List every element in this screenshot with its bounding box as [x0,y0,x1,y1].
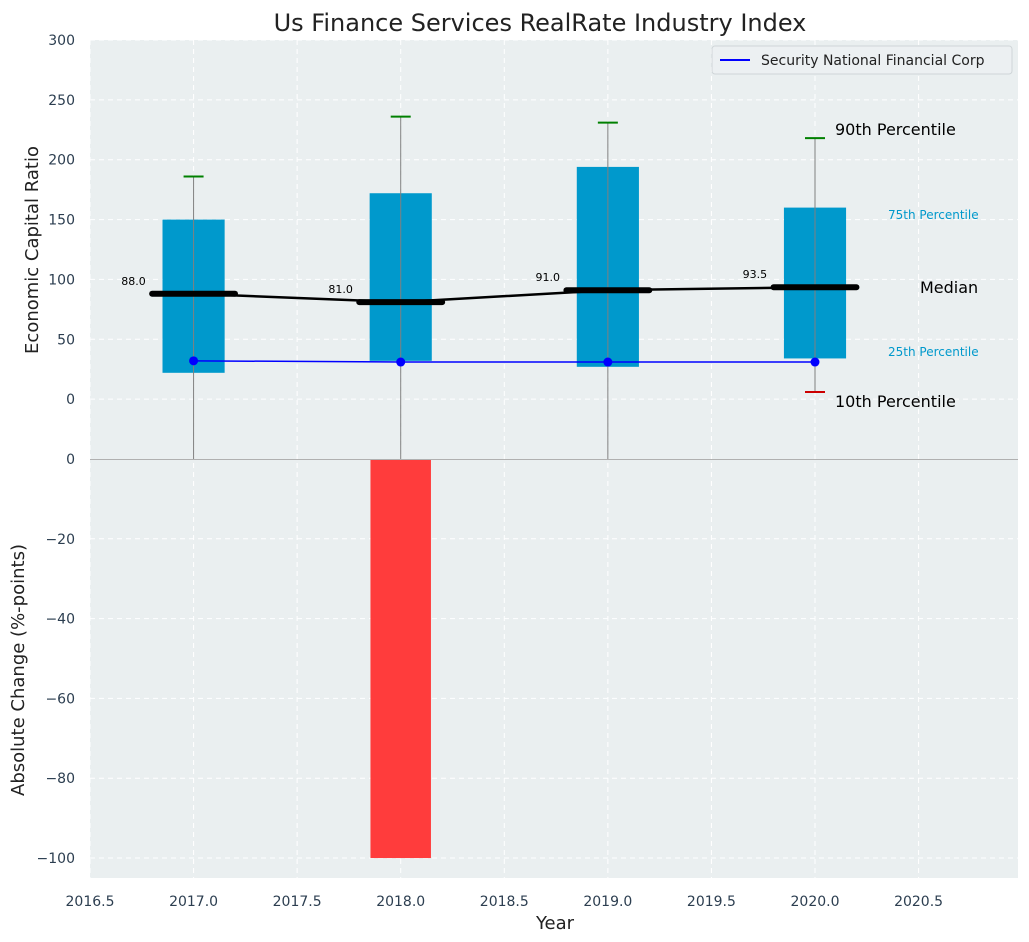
company-point-2017 [189,356,199,366]
top-y-tick-label: 250 [48,93,75,109]
median-trend-line [193,285,816,304]
median-value-label-2019: 91.0 [536,271,561,284]
bottom-y-tick-label: 0 [66,452,75,468]
x-tick-label: 2019.0 [583,894,632,910]
legend-box [711,45,1013,75]
bottom-y-tick-label: −60 [45,691,75,707]
annotation-median: Median [920,278,978,297]
x-tick-label: 2018.5 [480,894,529,910]
annotation-75th-percentile: 75th Percentile [888,208,979,222]
median-value-label-2020: 93.5 [743,268,768,281]
top-y-tick-label: 300 [48,33,75,49]
bottom-y-axis-label: Absolute Change (%-points) [8,544,29,796]
x-tick-label: 2020.0 [791,894,840,910]
company-point-2019 [603,357,613,367]
top-y-tick-label: 200 [48,153,75,169]
median-value-label-2018: 81.0 [328,283,353,296]
top-y-tick-label: 100 [48,272,75,288]
median-value-label-2017: 88.0 [121,275,146,288]
company-point-2020 [810,357,820,367]
x-tick-label: 2018.0 [376,894,425,910]
top-y-axis-label: Economic Capital Ratio [22,146,43,354]
annotation-90th-percentile: 90th Percentile [835,120,956,139]
bottom-y-tick-label: −20 [45,532,75,548]
top-panel-background [90,40,1018,459]
top-y-tick-label: 50 [57,332,75,348]
x-tick-label: 2019.5 [687,894,736,910]
x-tick-label: 2017.5 [273,894,322,910]
x-tick-label: 2017.0 [169,894,218,910]
legend: Security National Financial Corp [711,45,1013,75]
x-axis-label: Year [535,913,575,934]
annotation-10th-percentile: 10th Percentile [835,392,956,411]
annotation-25th-percentile: 25th Percentile [888,345,979,359]
chart-title: Us Finance Services RealRate Industry In… [274,9,807,37]
top-y-tick-label: 0 [66,392,75,408]
company-line [193,360,815,363]
company-point-2018 [396,357,406,367]
legend-label-company: Security National Financial Corp [761,53,985,69]
bottom-y-tick-label: −40 [45,612,75,628]
bottom-y-tick-label: −80 [45,771,75,787]
bottom-panel-background [90,459,1018,878]
top-y-tick-label: 150 [48,213,75,229]
x-tick-label: 2016.5 [66,894,115,910]
change-bar-2018 [370,459,431,859]
bottom-y-tick-label: −100 [37,851,75,867]
x-tick-label: 2020.5 [894,894,943,910]
